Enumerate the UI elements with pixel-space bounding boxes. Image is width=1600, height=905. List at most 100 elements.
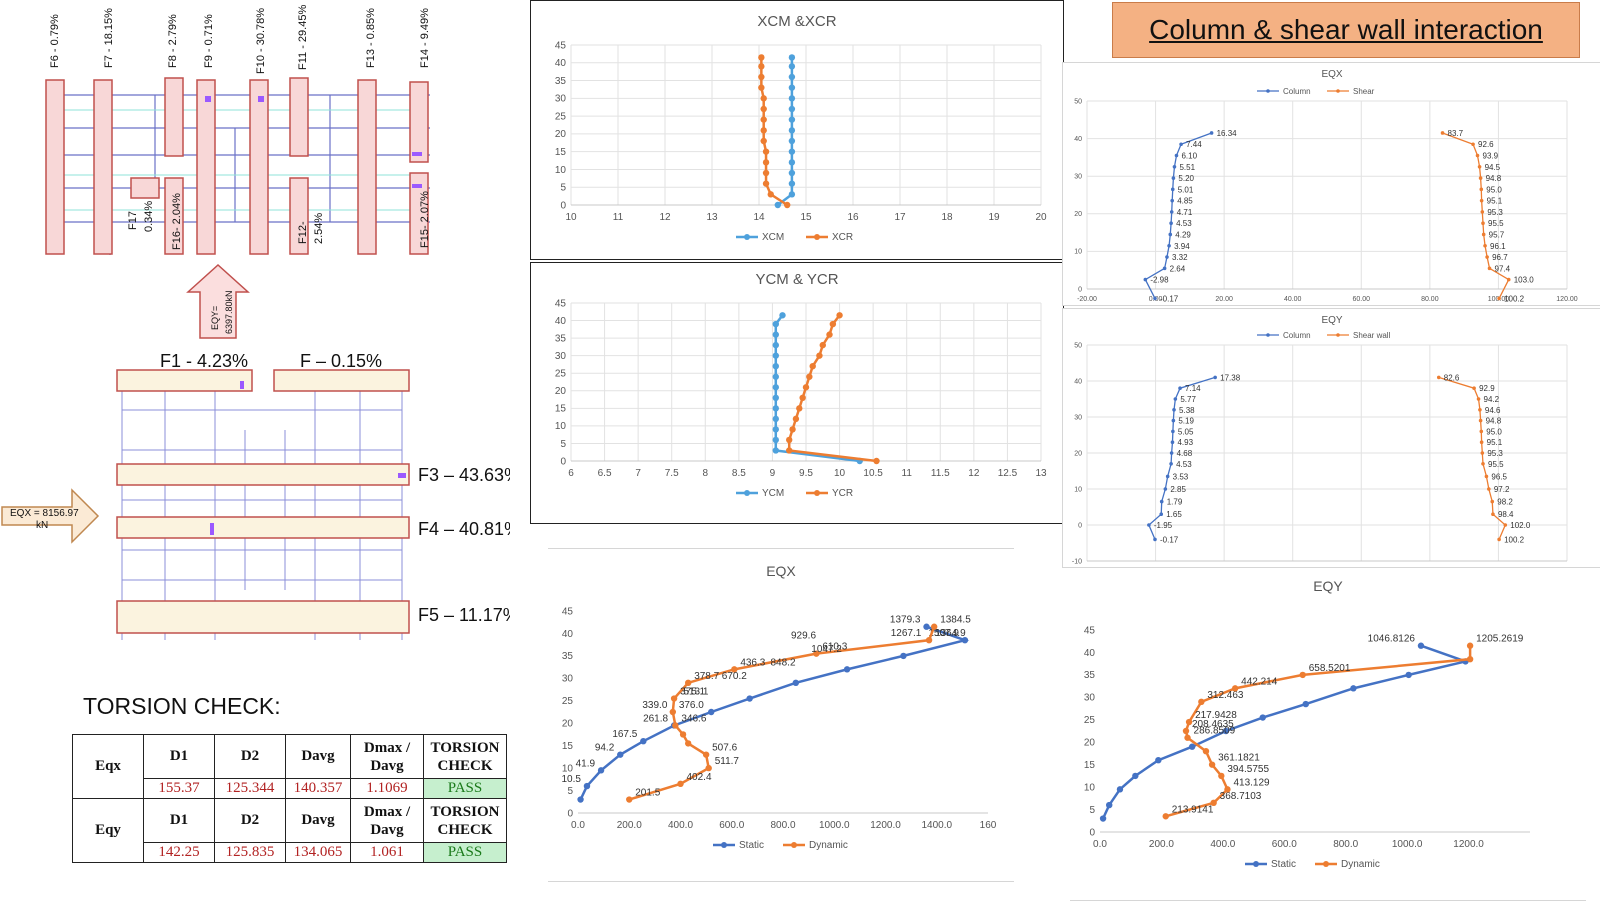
eqx-status-badge: PASS [423, 778, 507, 799]
data-point [1490, 499, 1495, 504]
data-point [670, 695, 678, 702]
data-point [762, 148, 770, 155]
data-label: 1507.9 [928, 628, 959, 639]
eqy-arrow-value: 6397.80kN [224, 290, 234, 334]
x-tick-label: 60.00 [1353, 296, 1371, 303]
data-point [1143, 277, 1148, 282]
data-label: 103.0 [1514, 276, 1535, 285]
x-tick-label: 40.00 [1284, 296, 1302, 303]
frame-label-f8: F8 - 2.79% [167, 14, 179, 68]
data-point [788, 191, 796, 198]
data-label: 5.19 [1178, 417, 1194, 426]
legend-marker [721, 842, 727, 848]
data-point [1478, 418, 1483, 423]
y-tick-label: 20 [1084, 738, 1096, 749]
data-point [1210, 799, 1217, 807]
data-label: 82.6 [1444, 373, 1460, 382]
data-point [788, 105, 796, 113]
data-label: 96.7 [1492, 253, 1508, 262]
data-point [1299, 671, 1306, 679]
legend-label: Shear wall [1353, 331, 1391, 340]
data-label: 261.8 [643, 713, 668, 724]
data-point [1162, 266, 1167, 271]
data-label: 94.2 [595, 743, 615, 754]
data-point [1479, 198, 1484, 203]
data-point [788, 54, 796, 61]
data-point [900, 652, 907, 660]
x-tick-label: 400.0 [1210, 839, 1235, 850]
data-point [1169, 451, 1174, 455]
y-tick-label: -10 [1072, 558, 1082, 565]
x-tick-label: 14 [753, 212, 765, 223]
x-tick-label: 11 [902, 468, 913, 479]
data-label: 378.7 [694, 671, 719, 682]
y-tick-label: 15 [1084, 760, 1096, 771]
data-point [1184, 734, 1191, 741]
data-point [1477, 165, 1482, 169]
data-label: 1384.5 [940, 615, 971, 626]
data-point [758, 73, 765, 81]
data-point [1497, 296, 1501, 301]
x-tick-label: 400.0 [668, 820, 693, 831]
data-point [772, 320, 779, 328]
x-tick-label: 8.5 [732, 468, 746, 479]
data-label: 98.4 [1498, 510, 1514, 519]
data-point [788, 148, 796, 155]
data-point [1153, 537, 1157, 542]
data-point [762, 159, 770, 166]
data-label: 92.9 [1479, 384, 1495, 393]
data-label: 10.5 [562, 774, 582, 785]
eqx-d2: 125.344 [214, 778, 286, 799]
y-tick-label: 0 [1078, 286, 1082, 293]
header-torsion-check: TORSION CHECK [423, 734, 507, 779]
data-point [705, 764, 712, 772]
torsion-check-table: Eqx D1 D2 Davg Dmax / Davg TORSION CHECK… [72, 734, 507, 863]
eqy-d2: 125.835 [214, 842, 286, 863]
frame-label-f9: F9 - 0.71% [203, 14, 215, 68]
frame-label-f17-pct: 0.34% [143, 201, 155, 232]
series-line-static [1101, 644, 1470, 820]
y-tick-label: 5 [560, 183, 566, 194]
data-label: 94.6 [1485, 406, 1501, 415]
y-tick-label: 0 [560, 456, 566, 467]
frame-label-f2: F – 0.15% [300, 351, 382, 371]
chart-svg: 6 6.5 7 7.5 8 8.5 9 9.5 10 10.5 11 11.5 12 12.5 13 0 5 10… [555, 298, 1047, 499]
data-label: 1.65 [1166, 510, 1182, 519]
chart-title: YCM & YCR [755, 271, 839, 288]
data-point [1478, 408, 1482, 412]
series-line-static [579, 625, 970, 801]
torsion-check-title: TORSION CHECK: [83, 693, 281, 719]
x-tick-label: 7.5 [665, 468, 679, 479]
legend-marker [744, 490, 750, 496]
data-point [788, 180, 796, 187]
data-label: 7.44 [1186, 140, 1202, 149]
data-label: 286.8509 [1194, 726, 1236, 737]
data-point [672, 722, 679, 729]
data-point [788, 84, 796, 91]
data-point [792, 415, 800, 423]
x-tick-label: 12 [968, 468, 980, 479]
frame-label-f17: F17 [127, 211, 139, 230]
data-point [1302, 700, 1309, 708]
data-point [1169, 221, 1173, 225]
y-tick-label: 10 [555, 165, 567, 176]
data-point [1222, 727, 1230, 735]
data-point [772, 331, 779, 338]
x-tick-label: 800.0 [1333, 839, 1358, 850]
eqx-arrow-label: EQX = 8156.97 [10, 508, 79, 519]
legend-label: Static [739, 840, 764, 851]
header-d2: D2 [214, 798, 286, 843]
data-label: 5.38 [1179, 406, 1195, 415]
data-label: 413.129 [1233, 777, 1270, 788]
series-line-ycr [787, 314, 877, 463]
data-label: 96.1 [1490, 242, 1506, 251]
data-label: 658.5201 [1309, 663, 1351, 674]
chart-svg: 0.0 200.0 400.0 600.0 800.0 1000.0 1200.0 0 5 10 1… [1084, 625, 1530, 870]
legend-marker [744, 234, 750, 240]
data-label: 94.8 [1486, 174, 1502, 183]
data-point [873, 457, 880, 465]
data-point [788, 137, 796, 145]
frame-label-f6: F6 - 0.79% [49, 14, 61, 68]
legend-label: Dynamic [809, 840, 848, 851]
data-label: 346.6 [681, 713, 706, 724]
